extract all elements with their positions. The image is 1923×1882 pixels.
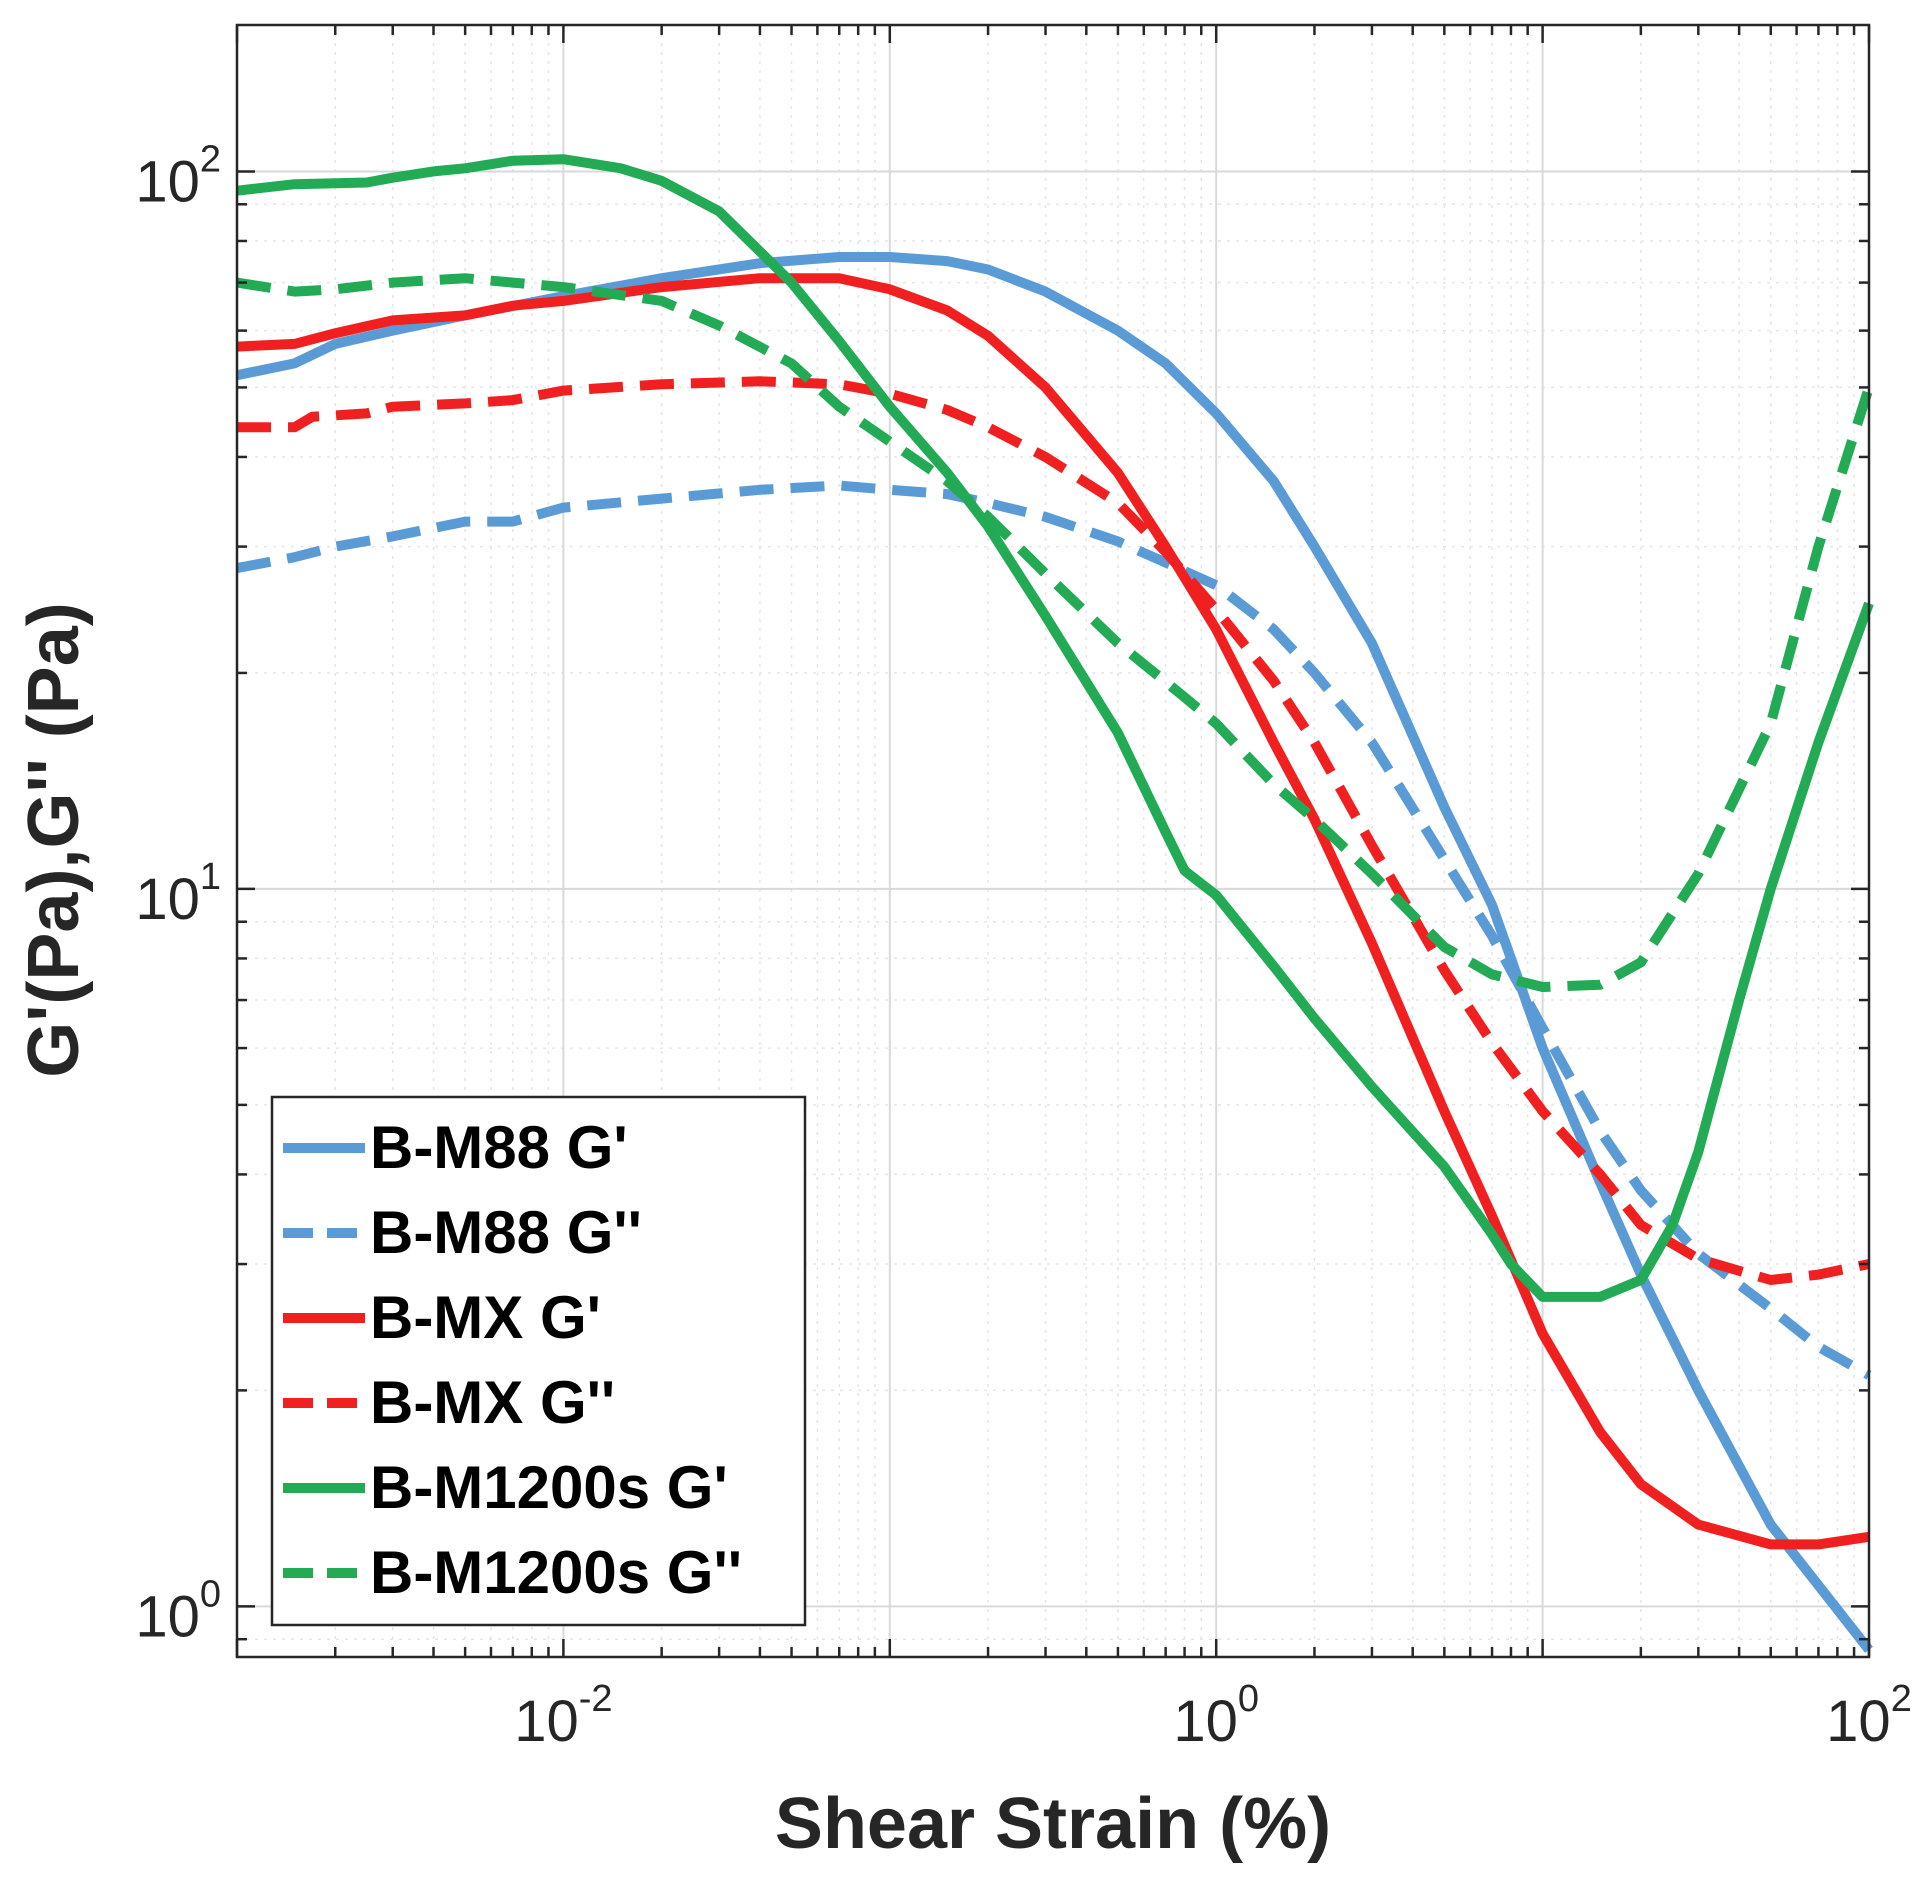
legend-label-b-mx-gp: B-MX G'	[370, 1284, 601, 1351]
legend: B-M88 G' B-M88 G'' B-MX G' B-MX G'' B-M1…	[270, 1095, 807, 1627]
series-line-2	[236, 273, 1870, 1550]
x-tick-label: 102	[1826, 1678, 1912, 1754]
y-tick-label: 101	[135, 856, 221, 932]
series-line-3	[237, 376, 1871, 1285]
series-line-5	[236, 273, 1874, 992]
legend-box	[270, 1095, 807, 1627]
legend-label-b-m88-gp: B-M88 G'	[370, 1114, 628, 1181]
ticks-layer	[235, 25, 1871, 1657]
series-layer	[235, 154, 1874, 1653]
grid-minor	[237, 25, 1869, 1657]
x-tick-label: 100	[1173, 1678, 1259, 1754]
tick-labels-layer: 10-2 100 102 100 101 102	[135, 138, 1911, 1754]
series-line-1	[236, 480, 1872, 1380]
legend-label-b-mx-gpp: B-MX G''	[370, 1369, 615, 1436]
legend-label-b-m1200s-gp: B-M1200s G'	[370, 1454, 728, 1521]
x-tick-label: 10-2	[514, 1678, 612, 1754]
y-tick-label: 100	[135, 1573, 221, 1649]
legend-label-b-m1200s-gpp: B-M1200s G''	[370, 1539, 742, 1606]
plot-frame	[235, 23, 1871, 1659]
y-tick-label: 102	[135, 138, 221, 214]
legend-label-b-m88-gpp: B-M88 G''	[370, 1199, 642, 1266]
series-line-4	[236, 154, 1874, 1302]
x-axis-title: Shear Strain (%)	[775, 1784, 1331, 1864]
y-axis-title: G'(Pa),G'' (Pa)	[14, 602, 94, 1077]
